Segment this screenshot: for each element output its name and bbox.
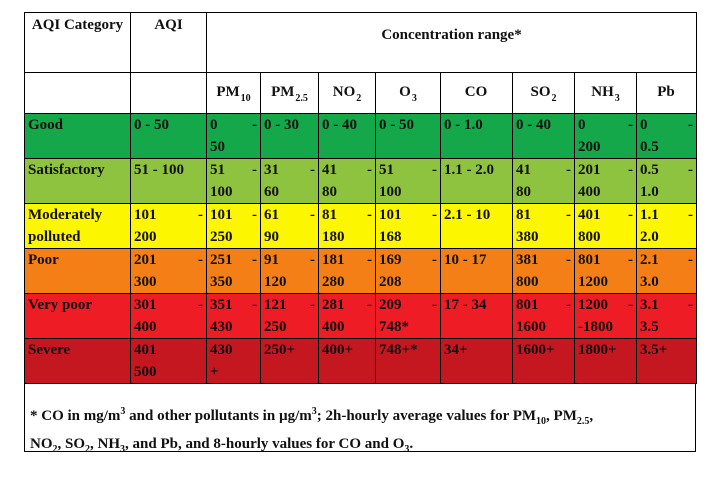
- concentration-cell: 1600+: [512, 338, 575, 384]
- concentration-cell: 0 - 40: [318, 113, 376, 159]
- concentration-cell: 381-800: [512, 248, 575, 294]
- concentration-cell: 1200- -1800: [574, 293, 637, 339]
- concentration-cell: 10 - 17: [440, 248, 513, 294]
- aqi-category-cell: Poor: [24, 248, 131, 294]
- table-row: Satisfactory 51 - 100 51-100 31-60 41-80 51-1…: [24, 158, 698, 204]
- concentration-cell: 351-430: [206, 293, 261, 339]
- header-row-2: PM10 PM2.5 NO2 O3 CO SO2 NH3 Pb: [24, 72, 698, 114]
- concentration-cell: 169-208: [375, 248, 441, 294]
- header-pollutant: PM2.5: [260, 72, 319, 114]
- concentration-cell: 281-400: [318, 293, 376, 339]
- concentration-cell: 2.1 - 10: [440, 203, 513, 249]
- concentration-cell: 209-748*: [375, 293, 441, 339]
- concentration-cell: 51-100: [206, 158, 261, 204]
- concentration-cell: 430 +: [206, 338, 261, 384]
- aqi-range-cell: 101-200: [130, 203, 207, 249]
- concentration-cell: 2.1-3.0: [635, 248, 698, 294]
- concentration-cell: 3.1-3.5: [635, 293, 698, 339]
- aqi-category-cell: Satisfactory: [24, 158, 131, 204]
- concentration-cell: 0-200: [574, 113, 637, 159]
- aqi-range-cell: 51 - 100: [130, 158, 207, 204]
- header-blank-cell: [24, 72, 131, 114]
- concentration-cell: 0 - 50: [375, 113, 441, 159]
- concentration-cell: 0-0.5: [635, 113, 698, 159]
- header-pollutant: Pb: [635, 72, 698, 114]
- concentration-cell: 801-1200: [574, 248, 637, 294]
- concentration-cell: 101-250: [206, 203, 261, 249]
- header-aqi: AQI: [130, 12, 207, 73]
- concentration-cell: 251-350: [206, 248, 261, 294]
- header-concentration-range: Concentration range*: [205, 12, 698, 73]
- concentration-cell: 31-60: [260, 158, 319, 204]
- concentration-cell: 41-80: [512, 158, 575, 204]
- concentration-cell: 181-280: [318, 248, 376, 294]
- concentration-cell: 0-50: [206, 113, 261, 159]
- concentration-cell: 121-250: [260, 293, 319, 339]
- header-pollutant: NO2: [318, 72, 376, 114]
- concentration-cell: 250+: [260, 338, 319, 384]
- concentration-cell: 61-90: [260, 203, 319, 249]
- aqi-range-cell: 0 - 50: [130, 113, 207, 159]
- concentration-cell: 81-180: [318, 203, 376, 249]
- concentration-cell: 91-120: [260, 248, 319, 294]
- concentration-cell: 34+: [440, 338, 513, 384]
- aqi-category-cell: Good: [24, 113, 131, 159]
- header-pollutant: O3: [375, 72, 441, 114]
- aqi-range-cell: 401 500: [130, 338, 207, 384]
- table-row: Poor 201-300 251-350 91-120 181-280 169-208 10…: [24, 248, 698, 294]
- header-row-1: AQI Category AQI Concentration range*: [24, 12, 698, 73]
- concentration-cell: 1.1 - 2.0: [440, 158, 513, 204]
- header-pollutant: NH3: [574, 72, 637, 114]
- concentration-cell: 0 - 1.0: [440, 113, 513, 159]
- concentration-cell: 101-168: [375, 203, 441, 249]
- concentration-cell: 17 - 34: [440, 293, 513, 339]
- concentration-cell: 748+*: [375, 338, 441, 384]
- table-row: Moderately polluted 101-200 101-250 61-90 81…: [24, 203, 698, 249]
- concentration-cell: 0 - 30: [260, 113, 319, 159]
- aqi-category-cell: Severe: [24, 338, 131, 384]
- table-row: Severe 401 500 430 +250+ 400+ 748+* 34+ 1600+ 180…: [24, 338, 698, 384]
- concentration-cell: 201-400: [574, 158, 637, 204]
- concentration-cell: 400+: [318, 338, 376, 384]
- concentration-cell: 41-80: [318, 158, 376, 204]
- concentration-cell: 0 - 40: [512, 113, 575, 159]
- header-aqi-category: AQI Category: [24, 12, 131, 73]
- header-pollutant: SO2: [512, 72, 575, 114]
- header-blank-cell: [130, 72, 207, 114]
- aqi-table: AQI Category AQI Concentration range* PM…: [24, 12, 698, 384]
- concentration-cell: 1.1-2.0: [635, 203, 698, 249]
- header-pollutant: CO: [440, 72, 513, 114]
- aqi-range-cell: 301-400: [130, 293, 207, 339]
- concentration-cell: 51-100: [375, 158, 441, 204]
- concentration-cell: 3.5+: [635, 338, 698, 384]
- concentration-cell: 801-1600: [512, 293, 575, 339]
- aqi-category-cell: Very poor: [24, 293, 131, 339]
- header-pollutant: PM10: [206, 72, 261, 114]
- table-row: Good 0 - 50 0-50 0 - 30 0 - 40 0 - 50 0 - 1.0 0…: [24, 113, 698, 159]
- aqi-range-cell: 201-300: [130, 248, 207, 294]
- aqi-category-cell: Moderately polluted: [24, 203, 131, 249]
- concentration-cell: 81-380: [512, 203, 575, 249]
- concentration-cell: 0.5-1.0: [635, 158, 698, 204]
- table-row: Very poor 301-400 351-430 121-250 281-400 209…: [24, 293, 698, 339]
- footnote: * CO in mg/m3 and other pollutants in µg…: [30, 406, 594, 455]
- concentration-cell: 401-800: [574, 203, 637, 249]
- concentration-cell: 1800+: [574, 338, 637, 384]
